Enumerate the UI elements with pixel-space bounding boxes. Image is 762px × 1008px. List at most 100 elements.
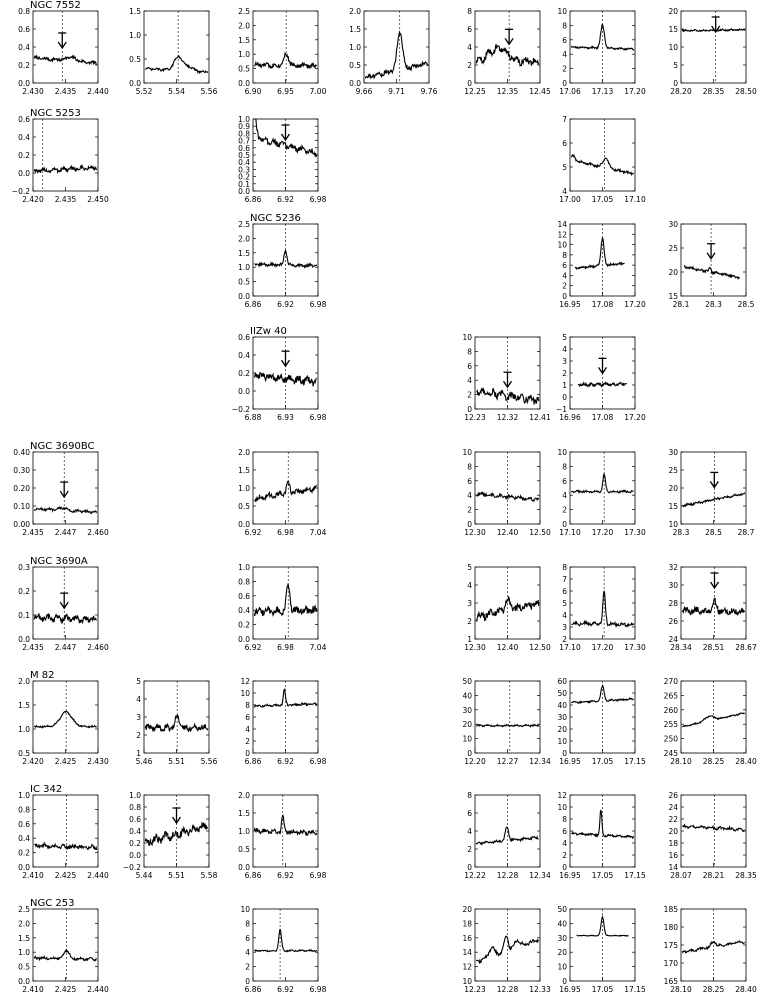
y-tick-label: 14: [557, 220, 567, 229]
y-tick-label: 10: [557, 241, 567, 250]
spectrum-trace: [253, 583, 318, 617]
x-tick-label: 6.98: [310, 413, 327, 422]
x-tick-label: 6.86: [245, 985, 262, 994]
panel-frame: [680, 10, 747, 84]
y-tick-label: 0.2: [238, 369, 250, 378]
y-tick-label: 8: [562, 462, 567, 471]
x-tick-label: 12.28: [497, 871, 519, 880]
y-tick-label: 0.6: [238, 592, 250, 601]
y-tick-label: 0.0: [18, 169, 30, 178]
y-tick-label: 6: [562, 139, 567, 148]
y-tick-label: 6: [562, 261, 567, 270]
y-tick-label: 50: [462, 677, 472, 686]
y-tick-label: 270: [664, 677, 679, 686]
y-tick-label: 0: [467, 863, 472, 872]
x-tick-label: 17.10: [559, 643, 581, 652]
y-tick-label: 0.8: [129, 803, 141, 812]
y-tick-label: 0.0: [18, 863, 30, 872]
y-tick-label: 0.4: [18, 43, 30, 52]
x-tick-label: 2.460: [87, 528, 109, 537]
x-tick-label: 28.10: [670, 985, 692, 994]
y-tick-label: 10: [557, 7, 567, 16]
y-tick-label: 0.0: [238, 520, 250, 529]
y-tick-label: 15: [668, 292, 678, 301]
x-tick-label: 5.46: [136, 757, 153, 766]
x-tick-label: 28.5: [705, 528, 722, 537]
x-tick-label: 17.20: [624, 87, 646, 96]
y-tick-label: 2: [136, 731, 141, 740]
x-tick-label: 17.13: [592, 87, 614, 96]
spectrum-panel: 0 2 4 6 8 12.22 12.28 12.34: [464, 791, 551, 880]
y-tick-label: 0: [562, 863, 567, 872]
y-tick-label: −0.2: [123, 863, 141, 872]
x-tick-label: 6.86: [245, 757, 262, 766]
y-tick-label: 4: [245, 725, 250, 734]
y-tick-label: 0: [467, 405, 472, 414]
upper-limit-arrow: [711, 25, 721, 34]
y-tick-label: 0.0: [238, 635, 250, 644]
y-tick-label: 40: [462, 691, 472, 700]
x-tick-label: 6.92: [277, 300, 294, 309]
spectrum-panel: 0 2 4 6 8 10 6.86 6.92 6.98: [240, 905, 326, 994]
y-tick-label: 0: [245, 977, 250, 986]
y-tick-label: 170: [664, 959, 679, 968]
y-tick-label: 6: [467, 809, 472, 818]
y-tick-label: 0.8: [18, 7, 30, 16]
y-tick-label: 2: [467, 61, 472, 70]
y-tick-label: 0.5: [238, 278, 250, 287]
y-tick-label: 0.6: [238, 333, 250, 342]
y-tick-label: 1.5: [18, 701, 30, 710]
x-tick-label: 12.25: [464, 87, 486, 96]
spectrum-trace: [33, 612, 97, 625]
galaxy-label: NGC 7552: [30, 0, 81, 11]
y-tick-label: −0.2: [12, 187, 30, 196]
panel-frame: [569, 118, 636, 192]
y-tick-label: 0.6: [18, 25, 30, 34]
y-tick-label: 0.7: [238, 137, 250, 146]
x-tick-label: 28.3: [705, 300, 722, 309]
x-tick-label: 17.08: [592, 413, 614, 422]
y-tick-label: 0: [673, 79, 678, 88]
y-tick-label: 0: [467, 520, 472, 529]
x-tick-label: 6.86: [245, 195, 262, 204]
galaxy-label: NGC 253: [30, 898, 74, 909]
y-tick-label: 0.0: [129, 79, 141, 88]
x-tick-label: 17.20: [592, 643, 614, 652]
y-tick-label: 0.4: [238, 158, 250, 167]
spectrum-trace: [475, 595, 540, 622]
spectrum-trace: [476, 387, 540, 405]
x-tick-label: 17.20: [624, 413, 646, 422]
y-tick-label: 1.5: [349, 25, 361, 34]
y-tick-label: 0.5: [129, 55, 141, 64]
y-tick-label: 0: [562, 393, 567, 402]
spectrum-trace: [33, 710, 98, 729]
spectrum-panel: 0.0 0.1 0.2 0.3 2.435 2.447 2.460: [18, 563, 109, 652]
spectrum-panel: −0.2 0.0 0.2 0.4 0.6 0.8 1.0 5.44 5.51 5.58: [123, 791, 218, 880]
y-tick-label: 10: [240, 905, 250, 914]
y-tick-label: 20: [462, 720, 472, 729]
spectrum-trace: [476, 723, 540, 728]
x-tick-label: 6.88: [245, 413, 262, 422]
y-tick-label: 30: [668, 220, 678, 229]
y-tick-label: 0.0: [238, 187, 250, 196]
panel-frame: [569, 451, 636, 525]
spectrum-trace: [475, 826, 539, 846]
y-tick-label: 2: [467, 845, 472, 854]
y-tick-label: 1.0: [238, 50, 250, 59]
x-tick-label: 2.425: [55, 985, 77, 994]
spectrum-panel: 0.0 0.5 1.0 1.5 2.0 6.92 6.98 7.04: [238, 448, 327, 537]
spectrum-trace: [476, 491, 540, 502]
y-tick-label: 2: [562, 506, 567, 515]
y-tick-label: 0: [562, 79, 567, 88]
y-tick-label: 2.0: [238, 21, 250, 30]
spectrum-trace: [681, 940, 746, 954]
spectrum-panel: 0.0 0.5 1.0 1.5 2.0 6.86 6.92 6.98: [238, 791, 327, 880]
x-tick-label: 6.98: [310, 985, 327, 994]
y-tick-label: 4: [136, 695, 141, 704]
y-tick-label: 0.4: [238, 606, 250, 615]
y-tick-label: 24: [668, 803, 678, 812]
panel-frame: [32, 680, 99, 754]
x-tick-label: 2.440: [87, 985, 109, 994]
x-tick-label: 28.3: [673, 528, 690, 537]
spectrum-trace: [576, 915, 629, 937]
